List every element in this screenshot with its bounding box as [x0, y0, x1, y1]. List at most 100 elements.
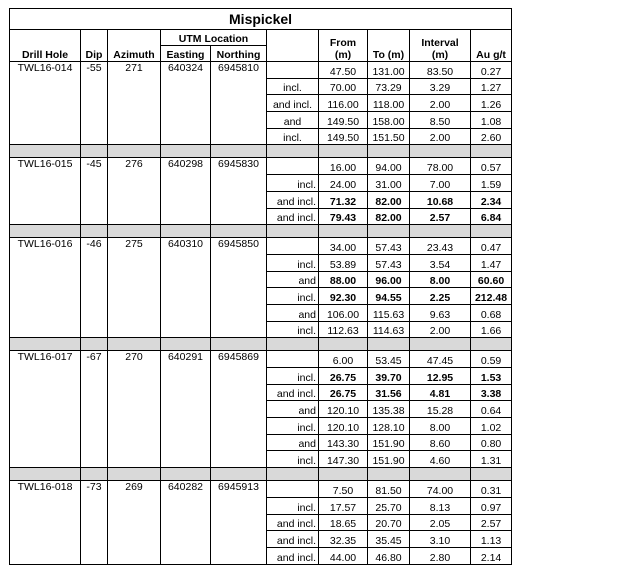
table-row: TWL16-014 -55 271 640324 6945810 47.50 131.00 8…	[9, 60, 513, 146]
dip: -45	[80, 157, 108, 226]
qualifier: and	[266, 270, 319, 289]
easting: 640298	[160, 157, 211, 226]
interval-value: 2.80	[409, 546, 471, 565]
au-value: 1.59	[469, 174, 513, 192]
au-value: 1.66	[469, 320, 513, 339]
qualifier: incl.	[266, 450, 319, 469]
easting: 640324	[160, 60, 211, 146]
interval-value: 8.00	[409, 270, 471, 289]
to-value: 118.00	[367, 94, 410, 113]
qualifier	[266, 61, 319, 79]
separator-cell	[266, 467, 319, 482]
separator-cell	[80, 224, 108, 239]
separator-cell	[160, 144, 211, 159]
qualifier: and incl.	[266, 190, 319, 209]
separator-cell	[9, 467, 81, 482]
au-value: 1.53	[469, 367, 513, 385]
from-value: 26.75	[318, 367, 368, 385]
drill-hole-id: TWL16-014	[9, 60, 81, 146]
separator-row	[9, 337, 513, 352]
au-value: 2.14	[469, 546, 513, 565]
interval-value: 2.05	[409, 513, 471, 532]
to-value: 135.38	[367, 400, 410, 419]
from-value: 106.00	[318, 303, 368, 322]
qualifier	[266, 350, 319, 368]
table-row: incl. 92.30 94.55 2.25 212.48	[10, 287, 513, 305]
to-value: 35.45	[367, 530, 410, 548]
drill-hole-id: TWL16-017	[9, 350, 81, 469]
mispickel-assay-table: Mispickel Drill Hole Dip Azimuth UTM Loc…	[8, 8, 513, 565]
from-value: 116.00	[318, 94, 368, 113]
to-value: 158.00	[367, 111, 410, 129]
separator-cell	[160, 224, 211, 239]
from-value: 71.32	[318, 190, 368, 209]
au-value: 1.27	[469, 77, 513, 96]
from-value: 149.50	[318, 127, 368, 146]
to-value: 82.00	[367, 190, 410, 209]
separator-cell	[367, 224, 410, 239]
separator-cell	[210, 224, 267, 239]
au-value: 1.08	[469, 111, 513, 129]
to-value: 131.00	[367, 61, 410, 79]
interval-value: 74.00	[409, 480, 471, 498]
table-row: and 149.50 158.00 8.50 1.08	[10, 111, 513, 129]
from-value: 16.00	[318, 157, 368, 176]
separator-cell	[266, 337, 319, 352]
au-value: 0.31	[469, 480, 513, 498]
au-value: 1.31	[469, 450, 513, 469]
northing: 6945810	[210, 60, 267, 146]
to-value: 57.43	[367, 237, 410, 255]
to-value: 82.00	[367, 207, 410, 226]
header-northing: Northing	[210, 45, 267, 62]
separator-cell	[318, 224, 368, 239]
au-value: 0.68	[469, 303, 513, 322]
northing: 6945830	[210, 157, 267, 226]
from-value: 143.30	[318, 433, 368, 452]
table-row: incl. 149.50 151.50 2.00 2.60	[10, 127, 513, 146]
separator-cell	[160, 467, 211, 482]
azimuth: 270	[107, 350, 161, 469]
to-value: 73.29	[367, 77, 410, 96]
qualifier	[266, 157, 319, 176]
separator-cell	[266, 144, 319, 159]
header-to: To (m)	[367, 29, 410, 62]
to-value: 96.00	[367, 270, 410, 289]
au-value: 1.02	[469, 417, 513, 435]
separator-cell	[409, 337, 471, 352]
au-value: 0.97	[469, 496, 513, 515]
separator-cell	[107, 467, 161, 482]
separator-cell	[266, 224, 319, 239]
header-utm-location: UTM Location	[160, 29, 267, 46]
to-value: 31.56	[367, 383, 410, 402]
drill-hole-id: TWL16-016	[9, 237, 81, 339]
au-value: 0.47	[469, 237, 513, 255]
au-value: 0.57	[469, 157, 513, 176]
table-row: TWL16-018 -73 269 640282 6945913 7.50 81.50 74.…	[9, 480, 513, 565]
azimuth: 269	[107, 480, 161, 565]
header-au: Au g/t	[469, 29, 513, 62]
to-value: 128.10	[367, 417, 410, 435]
interval-value: 47.45	[409, 350, 471, 368]
interval-value: 8.00	[409, 417, 471, 435]
from-value: 34.00	[318, 237, 368, 255]
interval-value: 3.29	[409, 77, 471, 96]
to-value: 94.00	[367, 157, 410, 176]
qualifier: and	[266, 400, 319, 419]
au-value: 6.84	[469, 207, 513, 226]
separator-cell	[9, 337, 81, 352]
from-value: 92.30	[318, 287, 368, 305]
table-row: and incl. 79.43 82.00 2.57 6.84	[10, 207, 513, 226]
qualifier: and incl.	[266, 207, 319, 226]
separator-cell	[318, 467, 368, 482]
separator-cell	[107, 337, 161, 352]
au-value: 0.64	[469, 400, 513, 419]
table-row: incl. 24.00 31.00 7.00 1.59	[10, 174, 513, 192]
interval-value: 8.13	[409, 496, 471, 515]
au-value: 60.60	[469, 270, 513, 289]
qualifier: incl.	[266, 417, 319, 435]
separator-cell	[80, 467, 108, 482]
au-value: 1.47	[469, 253, 513, 272]
to-value: 115.63	[367, 303, 410, 322]
separator-cell	[210, 144, 267, 159]
from-value: 26.75	[318, 383, 368, 402]
